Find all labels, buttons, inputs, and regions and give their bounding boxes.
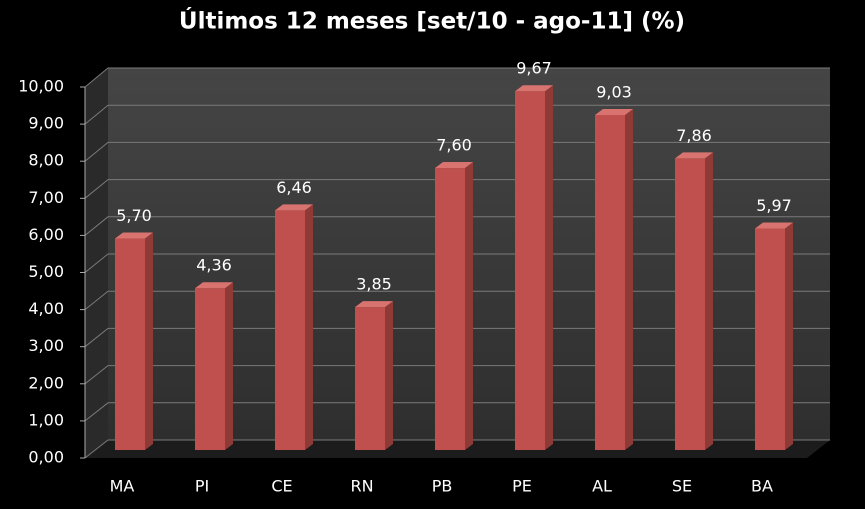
x-tick-label: BA [751,477,773,496]
x-tick-label: PI [195,477,209,496]
grid-line [84,104,830,125]
bar-side [145,232,153,450]
grid-line [84,290,830,310]
bar-side [305,204,313,450]
chart-title: Últimos 12 meses [set/10 - ago-11] (%) [179,7,685,35]
data-label: 4,36 [196,256,232,275]
data-label: 5,70 [116,206,152,225]
bar-side [385,301,393,450]
y-tick-label: 5,00 [28,262,64,281]
bar-front [675,158,705,451]
bar-side [225,282,233,450]
y-tick-label: 6,00 [28,225,64,244]
bar [755,222,793,450]
bar-side [545,85,553,451]
x-tick-label: SE [672,477,692,496]
data-label: 3,85 [356,275,392,294]
grid-line [84,327,830,348]
y-tick-label: 3,00 [28,336,64,355]
bar-side [625,108,633,450]
bar [275,204,313,450]
data-label: 7,60 [436,136,472,155]
x-tick-label: PE [512,477,532,496]
bars: 5,70 MA 4,36 PI 6,46 CE 3,85 RN 7,60 PB 9,67 PE 9,03… [110,59,793,496]
data-label: 9,67 [516,59,552,78]
data-label: 6,46 [276,178,312,197]
grid-line [84,67,830,88]
bar-top [115,232,153,239]
x-tick-label: AL [592,477,612,496]
grid-line [84,179,830,199]
bar-front [115,238,145,450]
grid-line [84,253,830,273]
data-label: 7,86 [676,126,712,145]
y-tick-label: 4,00 [28,299,64,318]
bar-front [195,288,225,450]
y-tick-label: 2,00 [28,373,64,392]
bar-front [275,210,305,450]
y-tick-label: 8,00 [28,151,64,170]
grid-line [84,402,830,422]
data-label: 5,97 [756,196,792,215]
bar [515,85,553,451]
bar-side [785,222,793,450]
bar-top [435,162,473,169]
bar-side [705,152,713,451]
data-label: 9,03 [596,82,632,101]
bar [355,301,393,450]
bar-top [755,222,793,229]
bar-top [275,204,313,211]
x-tick-label: RN [350,477,373,496]
bar-top [675,152,713,159]
grid-line [84,216,830,236]
bar-front [755,228,785,450]
y-tick-label: 9,00 [28,114,64,133]
y-tick-label: 0,00 [28,448,64,467]
bar [435,162,473,451]
bar [115,232,153,450]
y-tick-label: 1,00 [28,410,64,429]
bar-front [435,168,465,451]
grid-line [84,365,830,385]
bar-front [515,91,545,451]
y-tick-label: 10,00 [18,77,64,96]
bar-top [515,85,553,92]
bar-front [355,307,385,450]
bar-top [195,282,233,289]
x-tick-label: MA [110,477,135,496]
bar [195,282,233,450]
x-tick-label: PB [432,477,453,496]
grid-line [84,439,830,459]
bar [675,152,713,451]
grid: 0,00 1,00 2,00 3,00 4,00 5,00 6,00 7,00 8,00 9,00… [18,67,830,467]
bar-side [465,162,473,451]
bar-top [595,108,633,115]
y-tick-label: 7,00 [28,188,64,207]
bar-top [355,301,393,308]
bar-front [595,114,625,450]
grid-line [84,141,830,162]
bar [595,108,633,450]
x-tick-label: CE [271,477,292,496]
